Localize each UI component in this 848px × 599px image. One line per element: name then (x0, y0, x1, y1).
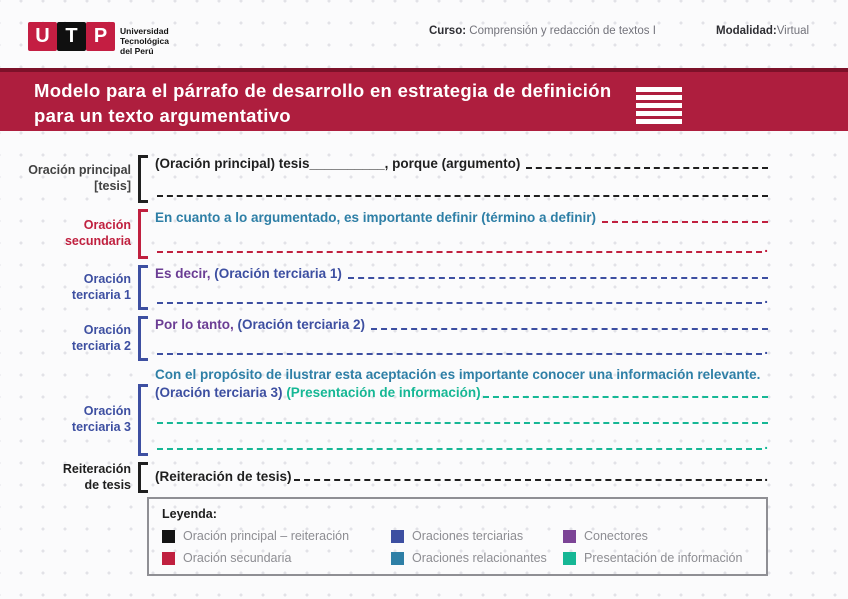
row-oracion-terciaria-1: Oración terciaria 1 Es decir, (Oración t… (28, 265, 768, 310)
paragraph-model: Oración principal [tesis] (Oración princ… (28, 150, 768, 499)
label-oracion-principal: Oración principal [tesis] (28, 163, 131, 193)
terciaria2-line2: . (155, 342, 768, 358)
relacionante-sentence: Con el propósito de ilustrar esta acepta… (155, 367, 761, 382)
legend-item-oraciones-terciarias: Oraciones terciarias (391, 529, 563, 543)
bracket-terciaria-2 (138, 316, 148, 361)
page-title: Modelo para el párrafo de desarrollo en … (34, 78, 611, 128)
blank-line (347, 276, 768, 279)
course-value: Comprensión y redacción de textos I (469, 25, 656, 37)
bracket-terciaria-1 (138, 265, 148, 310)
course-label: Curso: (429, 25, 467, 37)
label-oracion-terciaria-2: Oración terciaria 2 (71, 322, 131, 353)
blue-swatch-icon (391, 529, 404, 543)
blank-line (526, 166, 768, 169)
row-oracion-terciaria-2: Oración terciaria 2 Por lo tanto, (Oraci… (28, 316, 768, 361)
blank-line (157, 353, 763, 355)
label-oracion-terciaria-1: Oración terciaria 1 (71, 271, 131, 302)
logo-letter-u: U (28, 22, 57, 51)
row-oracion-secundaria: Oración secundaria En cuanto a lo argume… (28, 209, 768, 259)
bracket-principal (138, 155, 148, 203)
bracket-reiteracion (138, 462, 148, 493)
bracket-terciaria-3 (138, 384, 148, 456)
purple-swatch-icon (563, 529, 576, 543)
logo-university-name: Universidad Tecnológica del Perú (120, 26, 169, 56)
label-oracion-secundaria: Oración secundaria (64, 218, 131, 248)
blank-line (601, 220, 768, 223)
secundaria-line1: En cuanto a lo argumentado, es important… (155, 210, 768, 226)
bracket-secundaria (138, 209, 148, 259)
terciaria3-line2 (155, 414, 768, 427)
principal-line2 (155, 187, 768, 200)
blank-line (157, 195, 768, 197)
modality-label: Modalidad: (716, 25, 777, 37)
green-swatch-icon (563, 551, 576, 565)
legend-item-conectores: Conectores (563, 529, 753, 543)
title-banner: Modelo para el párrafo de desarrollo en … (0, 68, 848, 131)
blank-line (157, 447, 763, 450)
page-title-line1: Modelo para el párrafo de desarrollo en … (34, 80, 612, 101)
terciaria3-line1: (Oración terciaria 3) (Presentación de i… (155, 385, 768, 401)
course-info: Curso: Comprensión y redacción de textos… (429, 25, 656, 37)
row-reiteracion-de-tesis: Reiteración de tesis (Reiteración de tes… (28, 462, 768, 493)
legend-box: Leyenda: Oración principal – reiteración… (147, 497, 768, 576)
connector-es-decir: Es decir, (155, 266, 211, 281)
logo-letter-p: P (86, 22, 115, 51)
modality-value: Virtual (776, 25, 810, 37)
blank-line (157, 421, 768, 424)
legend-item-presentacion-informacion: Presentación de información (563, 551, 753, 565)
logo-letter-t: T (57, 22, 86, 51)
label-oracion-terciaria-3: Oración terciaria 3 (71, 404, 131, 434)
legend-title: Leyenda: (162, 507, 217, 521)
principal-line1: (Oración principal) tesis__________, por… (155, 156, 768, 172)
utp-logo: U T P (28, 22, 115, 51)
secundaria-line2: . (155, 240, 768, 256)
reiteracion-line: (Reiteración de tesis) . (155, 468, 768, 484)
connector-por-lo-tanto: Por lo tanto, (155, 317, 234, 332)
terciaria1-line2: . (155, 291, 768, 307)
blank-line (293, 479, 763, 482)
page-title-line2: para un texto argumentativo (34, 105, 291, 126)
teal-swatch-icon (391, 551, 404, 565)
black-swatch-icon (162, 529, 175, 543)
terciaria2-line1: Por lo tanto, (Oración terciaria 2) (155, 317, 768, 333)
legend-item-oracion-secundaria: Oración secundaria (162, 551, 391, 565)
logo-name-line2: Tecnológica (120, 36, 169, 47)
label-reiteracion-de-tesis: Reiteración de tesis (62, 461, 131, 492)
hamburger-menu-icon[interactable] (636, 87, 682, 124)
legend-item-oraciones-relacionantes: Oraciones relacionantes (391, 551, 563, 565)
blank-line (157, 251, 763, 253)
blank-line (370, 327, 768, 330)
logo-name-line3: del Perú (120, 46, 154, 57)
terciaria3-line3: . (155, 437, 768, 453)
row-oracion-principal: Oración principal [tesis] (Oración princ… (28, 155, 768, 203)
row-oracion-terciaria-3: Oración terciaria 3 (Oración terciaria 3… (28, 384, 768, 456)
legend-item-oracion-principal: Oración principal – reiteración (162, 529, 391, 543)
logo-name-line1: Universidad (120, 26, 169, 36)
blank-line (157, 302, 763, 304)
blank-line (482, 395, 768, 398)
terciaria1-line1: Es decir, (Oración terciaria 1) (155, 266, 768, 282)
red-swatch-icon (162, 551, 175, 565)
modality-info: Modalidad:Virtual (716, 25, 809, 37)
